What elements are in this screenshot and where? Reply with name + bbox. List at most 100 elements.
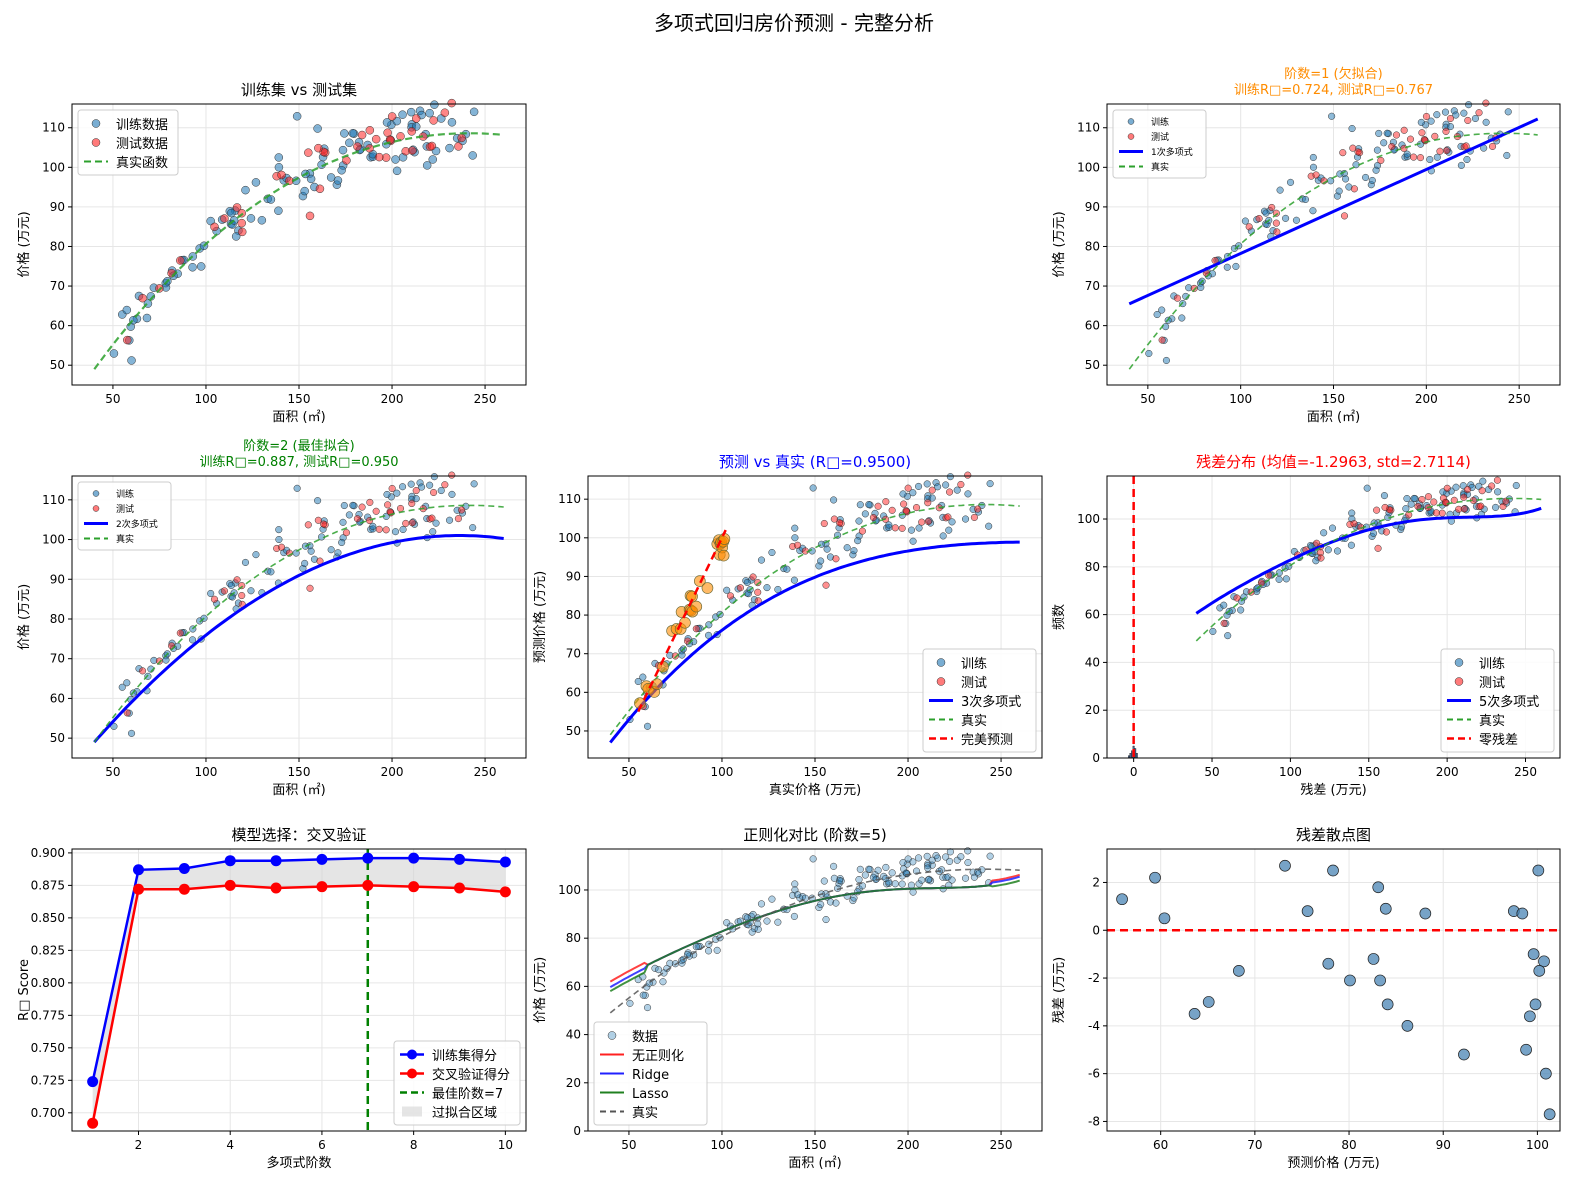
panel-title: 训练集 vs 测试集 bbox=[241, 81, 357, 99]
test-point bbox=[671, 652, 679, 660]
train-point bbox=[338, 538, 346, 547]
panel-title: 阶数=2 (最佳拟合) bbox=[243, 439, 354, 454]
data-point bbox=[904, 855, 912, 863]
x-tick-label: 150 bbox=[804, 765, 827, 779]
data-point bbox=[822, 915, 830, 924]
train-point bbox=[267, 568, 275, 576]
data-point bbox=[898, 880, 906, 888]
train-point bbox=[1158, 306, 1166, 314]
axes-frame bbox=[71, 103, 527, 386]
data-point bbox=[809, 855, 817, 863]
legend-label: 测试 bbox=[1479, 676, 1505, 691]
train-point bbox=[1452, 111, 1460, 119]
train-point bbox=[162, 656, 170, 664]
test-point bbox=[428, 514, 436, 522]
x-tick-label: 250 bbox=[1508, 392, 1531, 406]
test-point bbox=[1463, 485, 1472, 494]
panel-title: 预测 vs 真实 (R□=0.9500) bbox=[719, 453, 911, 471]
residual-point bbox=[1202, 996, 1215, 1008]
x-tick-label: 50 bbox=[105, 392, 120, 406]
data-point bbox=[694, 942, 702, 951]
panel-title: 阶数=1 (欠拟合) bbox=[1284, 66, 1382, 82]
cv-score-point bbox=[408, 881, 420, 893]
train-score-point bbox=[224, 855, 236, 867]
train-point bbox=[422, 161, 432, 170]
y-tick-label: 40 bbox=[1085, 655, 1100, 669]
data-point bbox=[869, 873, 877, 881]
test-point bbox=[385, 135, 395, 144]
y-tick-label: 110 bbox=[558, 492, 581, 506]
test-point bbox=[440, 108, 450, 117]
test-point bbox=[836, 519, 844, 527]
axes-frame bbox=[1106, 848, 1561, 1132]
y-tick-label: 90 bbox=[50, 572, 65, 586]
train-point bbox=[934, 483, 942, 491]
data-point bbox=[915, 880, 923, 888]
train-point bbox=[231, 232, 241, 241]
train-score-point bbox=[132, 864, 144, 876]
train-point bbox=[382, 118, 392, 127]
train-point bbox=[1347, 541, 1355, 549]
fit-line bbox=[1128, 117, 1539, 306]
test-point bbox=[277, 170, 286, 180]
pred-vs-true-point bbox=[717, 549, 730, 562]
test-point bbox=[900, 500, 908, 508]
x-tick-label: 250 bbox=[474, 392, 497, 406]
test-point bbox=[396, 504, 405, 513]
train-point bbox=[1336, 170, 1344, 178]
test-point bbox=[408, 519, 416, 527]
train-point bbox=[1417, 118, 1425, 126]
residual-point bbox=[1524, 1010, 1536, 1023]
test-point bbox=[1418, 129, 1426, 137]
legend-label: 训练 bbox=[116, 488, 134, 500]
train-point bbox=[1320, 529, 1328, 537]
test-point bbox=[749, 573, 757, 581]
y-tick-label: 40 bbox=[566, 1028, 581, 1042]
test-point bbox=[388, 484, 396, 493]
test-point bbox=[1431, 132, 1439, 140]
train-point bbox=[783, 565, 791, 573]
test-point bbox=[411, 114, 421, 123]
y-tick-label: 70 bbox=[50, 652, 65, 666]
data-point bbox=[986, 852, 994, 860]
data-point bbox=[757, 900, 766, 908]
data-point bbox=[820, 877, 828, 885]
data-point bbox=[763, 917, 771, 925]
x-tick-label: 2 bbox=[135, 1138, 143, 1152]
train-point bbox=[123, 679, 131, 687]
y-tick-label: 0.700 bbox=[31, 1106, 65, 1120]
y-tick-label: 90 bbox=[50, 200, 65, 214]
test-point bbox=[882, 498, 890, 506]
data-point bbox=[790, 912, 798, 920]
data-point bbox=[641, 991, 649, 999]
legend-label: 测试数据 bbox=[116, 137, 168, 152]
data-point bbox=[899, 859, 907, 867]
test-point bbox=[306, 584, 314, 592]
data-point bbox=[626, 999, 634, 1007]
axes-frame bbox=[587, 848, 1043, 1132]
y-tick-label: 60 bbox=[1085, 319, 1100, 333]
test-point bbox=[912, 504, 921, 512]
train-point bbox=[122, 305, 132, 315]
data-point bbox=[883, 880, 891, 888]
test-point bbox=[382, 526, 390, 534]
test-point bbox=[384, 501, 392, 509]
x-axis-label: 多项式阶数 bbox=[266, 1155, 331, 1171]
test-point bbox=[1488, 482, 1496, 490]
data-point bbox=[659, 978, 667, 986]
perfect-prediction-line bbox=[637, 529, 727, 713]
train-point bbox=[1433, 111, 1441, 119]
true-curve bbox=[609, 503, 1020, 736]
x-tick-label: 0 bbox=[1130, 765, 1138, 779]
train-point bbox=[334, 549, 342, 557]
train-point bbox=[899, 490, 907, 498]
data-point bbox=[942, 853, 950, 861]
train-point bbox=[1465, 101, 1473, 109]
y-tick-label: -2 bbox=[1088, 971, 1100, 985]
y-tick-label: -6 bbox=[1088, 1067, 1100, 1081]
test-point bbox=[1392, 131, 1401, 139]
test-point bbox=[1339, 149, 1347, 157]
train-point bbox=[1309, 153, 1317, 162]
train-point bbox=[1368, 176, 1376, 185]
y-tick-label: 80 bbox=[566, 931, 581, 945]
